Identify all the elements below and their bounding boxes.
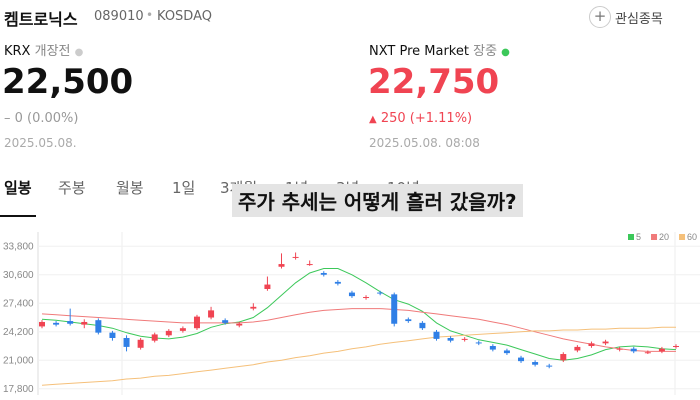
candle-body xyxy=(377,292,384,294)
overlay-caption: 주가 추세는 어떻게 흘러 갔을까? xyxy=(232,184,523,217)
candle-body xyxy=(137,339,144,348)
candle-body xyxy=(447,337,454,341)
candle-body xyxy=(489,346,496,350)
krx-price: 22,500 xyxy=(2,62,134,102)
tab[interactable]: 주봉 xyxy=(58,179,86,197)
candle-body xyxy=(165,330,172,336)
status-dot: ● xyxy=(501,47,510,58)
krx-change-text: 0 (0.00%) xyxy=(14,111,79,126)
moving-average xyxy=(41,308,676,352)
candle-body xyxy=(588,343,595,347)
candle-body xyxy=(193,316,200,329)
y-tick-label: 30,600 xyxy=(3,270,34,281)
nxt-market: NXT Pre Market xyxy=(369,44,469,59)
krx-status: 개장전 xyxy=(34,44,71,59)
chart: 17,800 21,000 24,200 27,400 30,600 33,800 5 20 6… xyxy=(3,232,700,395)
candle-body xyxy=(348,292,355,297)
candle-body xyxy=(236,323,243,326)
nxt-change: ▲ 250 (+1.11%) xyxy=(369,111,472,126)
candle-body xyxy=(673,346,679,348)
candle-body xyxy=(602,341,609,344)
candle-body xyxy=(81,321,88,325)
y-tick-label: 33,800 xyxy=(3,241,34,252)
candle-body xyxy=(208,310,215,318)
up-icon: ▲ xyxy=(369,114,377,125)
tab[interactable]: 일봉 xyxy=(4,179,32,197)
tab-underline xyxy=(0,215,36,217)
stock-name: 켐트로닉스 xyxy=(4,10,78,29)
krx-change: – 0 (0.00%) xyxy=(4,111,79,126)
tab[interactable]: 월봉 xyxy=(116,179,144,197)
candle-body xyxy=(264,284,271,290)
candle-body xyxy=(560,354,567,361)
legend-label: 5 xyxy=(636,232,641,242)
nxt-status: 장중 xyxy=(473,44,498,59)
candle-body xyxy=(363,297,370,299)
stock-code: 089010 xyxy=(94,9,144,24)
candle-body xyxy=(320,272,327,275)
separator: • xyxy=(146,8,154,22)
flat-icon: – xyxy=(4,111,11,126)
krx-market: KRX xyxy=(4,44,31,59)
candle-body xyxy=(250,306,257,309)
krx-label: KRX 개장전 ● xyxy=(4,40,83,59)
nxt-date: 2025.05.08. 08:08 xyxy=(369,136,480,150)
candle-body xyxy=(532,362,539,365)
candle-body xyxy=(278,264,285,267)
candle-body xyxy=(292,256,299,258)
candle-body xyxy=(518,357,525,362)
candle-body xyxy=(109,332,116,338)
candle-body xyxy=(574,346,581,351)
add-icon[interactable]: + xyxy=(589,6,611,28)
candle-body xyxy=(503,350,510,354)
candle-body xyxy=(475,342,482,344)
candle-body xyxy=(461,338,468,340)
legend-swatch xyxy=(651,234,658,240)
candle-body xyxy=(658,348,665,352)
candle-body xyxy=(67,321,74,324)
candle-body xyxy=(405,319,412,322)
watch-button[interactable]: 관심종목 xyxy=(615,12,663,27)
legend-label: 60 xyxy=(687,232,697,242)
candle-body xyxy=(95,320,102,333)
candle-body xyxy=(419,322,426,329)
y-tick-label: 24,200 xyxy=(3,327,34,338)
candle-body xyxy=(53,322,60,325)
nxt-label: NXT Pre Market 장중 ● xyxy=(369,40,510,59)
legend-swatch xyxy=(679,234,686,240)
nxt-change-text: 250 (+1.11%) xyxy=(380,111,473,126)
candle-body xyxy=(151,334,158,341)
candle-body xyxy=(644,352,651,354)
candle-body xyxy=(391,294,398,324)
candle-body xyxy=(616,348,623,350)
krx-date: 2025.05.08. xyxy=(4,136,77,150)
market: KOSDAQ xyxy=(157,9,212,24)
candle-body xyxy=(433,331,440,339)
candle-body xyxy=(306,264,313,266)
y-tick-label: 17,800 xyxy=(3,384,34,395)
candle-body xyxy=(179,328,186,331)
legend-swatch xyxy=(628,234,634,240)
candle-body xyxy=(334,281,341,284)
candle-body xyxy=(546,365,553,367)
y-tick-label: 27,400 xyxy=(3,298,34,309)
moving-average xyxy=(41,326,676,386)
moving-average xyxy=(41,268,677,361)
candle-body xyxy=(630,348,637,352)
candle-body xyxy=(222,320,229,323)
legend-label: 20 xyxy=(659,232,669,242)
candle-body xyxy=(123,337,130,347)
candle-body xyxy=(39,321,45,327)
status-dot: ● xyxy=(74,47,84,58)
y-tick-label: 21,000 xyxy=(3,355,34,366)
tab[interactable]: 1일 xyxy=(172,179,196,197)
nxt-price: 22,750 xyxy=(368,62,500,102)
